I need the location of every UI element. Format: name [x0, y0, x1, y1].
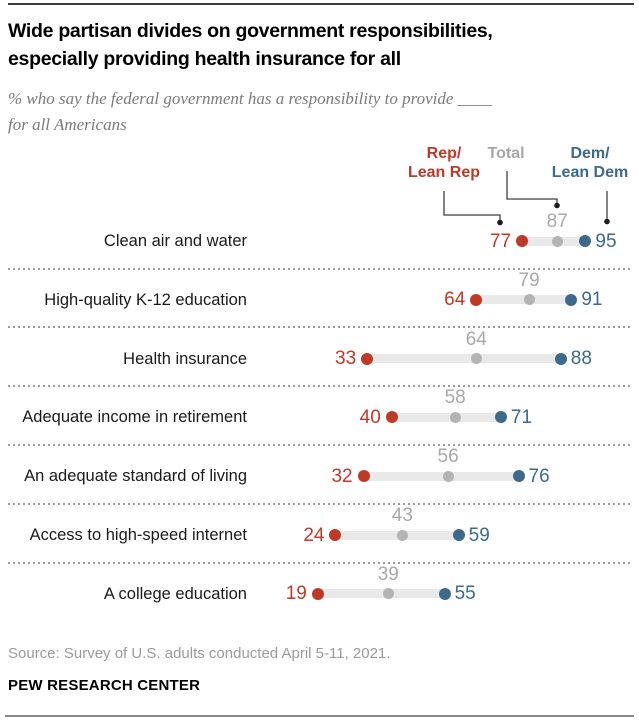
category-label: An adequate standard of living [24, 467, 247, 486]
rep-dot [361, 352, 374, 365]
dem-value-label: 88 [570, 348, 592, 370]
total-dot [551, 235, 563, 247]
category-label: Access to high-speed internet [29, 526, 247, 544]
category-label: Health insurance [123, 349, 247, 368]
total-dot [470, 353, 482, 365]
legend-item-dem: Dem/Lean Dem [530, 144, 639, 182]
rep-dot [329, 529, 342, 541]
chart-subtitle: % who say the federal government has a r… [8, 86, 608, 138]
title-line-1: Wide partisan divides on government resp… [8, 20, 493, 42]
rep-dot [516, 235, 529, 247]
legend-item-total: Total [446, 144, 566, 163]
rep-dot [311, 587, 324, 600]
bottom-rule [5, 715, 634, 717]
total-value-label: 43 [391, 505, 413, 526]
dem-dot [512, 470, 525, 483]
category-label: A college education [103, 584, 247, 603]
total-dot [382, 588, 394, 600]
dumbbell-bar [391, 412, 501, 422]
rep-value-label: 32 [331, 465, 353, 487]
brand-footer: PEW RESEARCH CENTER [8, 677, 201, 694]
dem-dot [494, 411, 507, 424]
category-label: High-quality K-12 education [44, 290, 247, 309]
total-dot [442, 470, 454, 482]
row-separator [8, 502, 631, 505]
rep-value-label: 19 [285, 583, 307, 605]
dumbbell-bar [367, 354, 561, 364]
source-note: Source: Survey of U.S. adults conducted … [8, 645, 391, 662]
total-dot [396, 529, 408, 541]
row-separator [8, 443, 631, 446]
title-line-2: especially providing health insurance fo… [8, 48, 401, 70]
dumbbell-bar [317, 589, 445, 599]
rep-value-label: 64 [444, 289, 466, 311]
dem-dot [554, 352, 567, 365]
total-value-label: 87 [546, 211, 568, 232]
total-value-label: 56 [437, 446, 459, 468]
dem-value-label: 55 [454, 583, 476, 605]
page-title: Wide partisan divides on government resp… [8, 17, 628, 73]
rep-value-label: 40 [359, 406, 381, 428]
subtitle-line-2: for all Americans [8, 115, 127, 134]
legend-item-rep: Rep/Lean Rep [384, 144, 504, 182]
row-separator [8, 267, 631, 270]
dumbbell-bar [363, 471, 519, 481]
rep-dot [470, 293, 483, 306]
total-dot [449, 411, 461, 423]
total-value-label: 58 [444, 387, 466, 409]
legend-label-dem-line1: Dem/ [570, 145, 610, 162]
row-separator [8, 326, 631, 329]
dem-value-label: 76 [528, 465, 550, 487]
legend-label-dem-line2: Lean Dem [551, 164, 629, 181]
rep-dot [357, 470, 370, 483]
dem-dot [438, 587, 451, 600]
dem-value-label: 95 [595, 230, 617, 252]
total-dot [523, 294, 535, 306]
dem-value-label: 71 [510, 406, 533, 428]
category-label: Adequate income in retirement [22, 408, 247, 427]
dem-value-label: 59 [468, 524, 490, 546]
legend-label-rep-line1: Rep/ [426, 145, 462, 162]
dem-dot [579, 235, 592, 247]
total-value-label: 39 [377, 563, 399, 585]
legend-label-rep-line2: Lean Rep [407, 164, 480, 181]
row-separator [8, 561, 631, 564]
top-rule [8, 3, 634, 5]
rep-dot [385, 411, 398, 424]
dem-dot [452, 529, 465, 541]
category-label: Clean air and water [103, 232, 247, 250]
row-separator [8, 385, 631, 388]
dem-dot [565, 293, 578, 306]
legend-label-total-line1: Total [487, 145, 525, 162]
dem-value-label: 91 [581, 289, 603, 311]
rep-value-label: 24 [303, 524, 325, 546]
rep-value-label: 33 [335, 348, 357, 370]
subtitle-line-1: % who say the federal government has a r… [8, 89, 492, 108]
total-value-label: 79 [518, 269, 540, 291]
rep-value-label: 77 [489, 230, 512, 252]
total-value-label: 64 [465, 328, 487, 350]
